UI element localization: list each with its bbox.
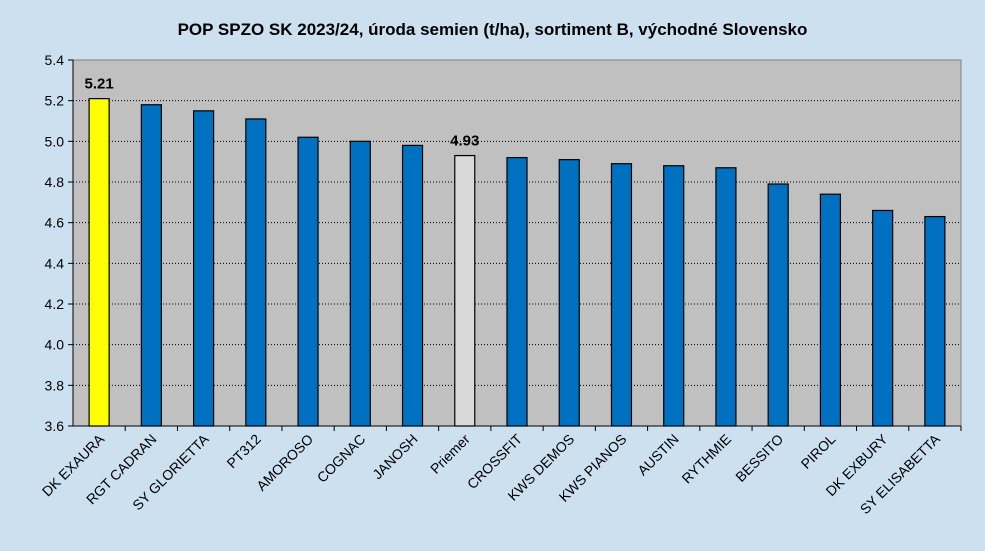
bar-rythmie: [715, 167, 737, 427]
y-tick-label: 5.2: [45, 93, 65, 109]
x-tick-label: Priemer: [427, 431, 473, 477]
x-tick-label: JANOSH: [369, 431, 420, 482]
y-tick-label: 4.4: [45, 255, 65, 271]
bar-rgt-cadran: [140, 104, 162, 427]
y-tick-label: 3.6: [45, 418, 65, 434]
bar-amoroso: [297, 136, 319, 427]
bar-crossfit: [506, 157, 528, 427]
bar-dk-exaura: [88, 98, 110, 427]
data-label: 4.93: [450, 133, 479, 150]
y-tick-label: 5.0: [45, 133, 65, 149]
data-label: 5.21: [85, 76, 114, 93]
x-tick-label: COGNAC: [314, 431, 369, 486]
x-tick-label: PT312: [223, 431, 264, 472]
y-tick-label: 4.0: [45, 337, 65, 353]
bar-cognac: [349, 140, 371, 427]
x-tick-label: RYTHMIE: [678, 431, 734, 487]
y-tick-label: 4.2: [45, 296, 65, 312]
x-tick-label: PIROL: [798, 431, 839, 472]
bar-sy-glorietta: [192, 110, 215, 427]
x-tick-label: BESSITO: [732, 431, 786, 485]
x-tick-label: AMOROSO: [253, 431, 316, 494]
x-tick-label: AUSTIN: [634, 431, 682, 479]
bar-bessito: [767, 183, 789, 427]
chart-title: POP SPZO SK 2023/24, úroda semien (t/ha)…: [177, 20, 808, 39]
bar-janosh: [401, 144, 424, 427]
bar-sy-elisabetta: [924, 215, 946, 427]
bar-kws-pianos: [610, 163, 633, 427]
bar-pt312: [245, 118, 267, 427]
bar-kws-demos: [558, 159, 580, 427]
bar-dk-exbury: [872, 209, 894, 427]
y-tick-label: 3.8: [45, 377, 65, 393]
y-tick-label: 4.8: [45, 174, 65, 190]
y-tick-label: 4.6: [45, 215, 65, 231]
bar-austin: [663, 165, 685, 427]
bar-priemer: [454, 154, 476, 427]
y-tick-label: 5.4: [45, 52, 65, 68]
bar-pirol: [819, 193, 842, 427]
